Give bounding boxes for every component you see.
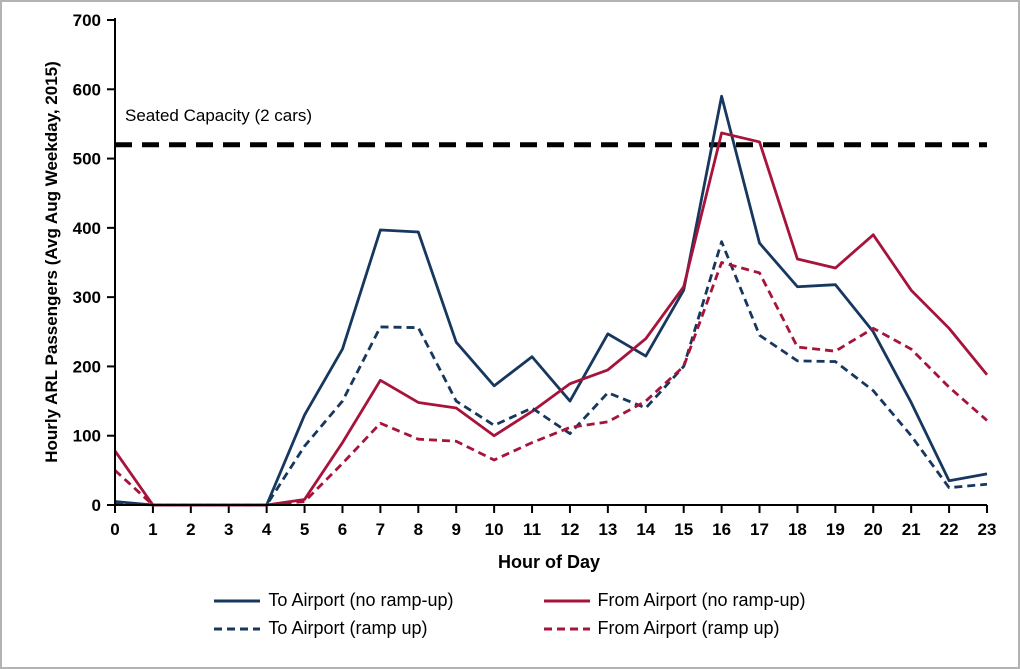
legend-grid: To Airport (no ramp-up) From Airport (no… xyxy=(214,590,806,639)
y-tick-label: 200 xyxy=(73,357,101,376)
legend-item-from-airport-no-rampup: From Airport (no ramp-up) xyxy=(543,590,806,611)
series-line-2 xyxy=(114,240,988,507)
x-tick-label: 10 xyxy=(485,520,504,539)
series-line-0 xyxy=(114,94,988,507)
x-tick-label: 14 xyxy=(636,520,655,539)
legend-line-sample xyxy=(214,627,261,630)
x-tick-label: 1 xyxy=(148,520,157,539)
x-tick-label: 15 xyxy=(674,520,693,539)
y-axis-title: Hourly ARL Passengers (Avg Aug Weekday, … xyxy=(42,61,61,463)
x-tick-label: 11 xyxy=(523,520,541,539)
legend-line-sample xyxy=(214,599,261,602)
x-tick-label: 7 xyxy=(376,520,385,539)
legend-item-from-airport-rampup: From Airport (ramp up) xyxy=(543,618,780,639)
legend-line-sample xyxy=(543,627,590,630)
x-tick-label: 6 xyxy=(338,520,347,539)
x-tick-label: 4 xyxy=(262,520,272,539)
x-tick-label: 19 xyxy=(826,520,845,539)
x-tick-label: 9 xyxy=(451,520,460,539)
x-tick-label: 17 xyxy=(750,520,769,539)
legend-label: From Airport (no ramp-up) xyxy=(597,590,806,610)
capacity-annotation: Seated Capacity (2 cars) xyxy=(125,106,313,125)
x-tick-label: 18 xyxy=(788,520,807,539)
x-tick-label: 16 xyxy=(712,520,731,539)
y-tick-label: 0 xyxy=(92,496,101,515)
series-line-1 xyxy=(113,131,989,507)
legend-label: From Airport (ramp up) xyxy=(597,618,780,638)
legend-label: To Airport (ramp up) xyxy=(268,618,428,638)
legend: To Airport (no ramp-up) From Airport (no… xyxy=(2,590,1018,639)
x-tick-label: 23 xyxy=(978,520,997,539)
x-tick-label: 21 xyxy=(902,520,921,539)
y-tick-label: 500 xyxy=(73,150,101,169)
y-tick-label: 700 xyxy=(73,11,101,30)
x-tick-label: 2 xyxy=(186,520,195,539)
x-tick-label: 0 xyxy=(110,520,119,539)
x-tick-label: 3 xyxy=(224,520,233,539)
x-axis-title: Hour of Day xyxy=(497,552,600,572)
y-tick-label: 300 xyxy=(73,288,101,307)
y-tick-label: 100 xyxy=(73,427,101,446)
y-tick-label: 400 xyxy=(73,219,101,238)
x-tick-label: 13 xyxy=(598,520,617,539)
series-line-3 xyxy=(114,261,988,507)
y-tick-label: 600 xyxy=(73,80,101,99)
x-tick-label: 8 xyxy=(414,520,423,539)
x-tick-label: 5 xyxy=(300,520,309,539)
x-tick-label: 20 xyxy=(864,520,883,539)
x-tick-label: 12 xyxy=(560,520,579,539)
legend-item-to-airport-rampup: To Airport (ramp up) xyxy=(214,618,427,639)
legend-item-to-airport-no-rampup: To Airport (no ramp-up) xyxy=(214,590,454,611)
legend-line-sample xyxy=(543,599,590,602)
legend-label: To Airport (no ramp-up) xyxy=(268,590,454,610)
x-tick-label: 22 xyxy=(940,520,959,539)
